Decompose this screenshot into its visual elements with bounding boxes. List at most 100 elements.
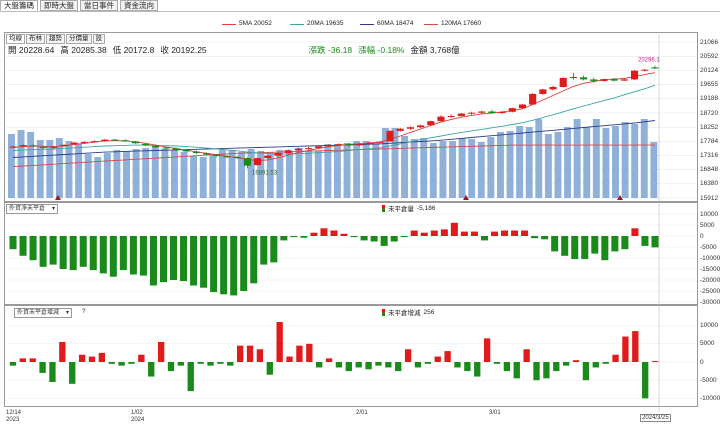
mode-volume-profile-button[interactable]: 分價量 [66, 34, 92, 44]
oi-change-bar [404, 349, 412, 362]
net-oi-bar [460, 231, 468, 236]
candle-body [294, 148, 302, 151]
pct-label: 漲幅 [358, 45, 376, 55]
net-oi-bar [541, 236, 549, 240]
volume-bar [592, 119, 600, 198]
net-oi-bar [440, 229, 448, 236]
high-value: 20285.38 [71, 45, 107, 55]
candle-body [590, 79, 598, 81]
net-oi-axis-tick: -30000 [700, 298, 720, 306]
candle-body [396, 128, 404, 131]
volume-bar [429, 143, 437, 198]
event-marker-icon [463, 195, 469, 200]
help-icon[interactable]: ? [82, 308, 86, 315]
net-oi-bar [621, 236, 629, 250]
candle-body [518, 104, 527, 109]
net-oi-bar [109, 236, 117, 277]
candle-body [9, 146, 17, 148]
oi-change-bar [651, 361, 659, 363]
settings-button[interactable]: 設 [92, 34, 105, 44]
volume-bar [650, 142, 658, 198]
net-oi-bar [651, 236, 659, 248]
mode-bollinger-button[interactable]: 布林 [26, 34, 45, 44]
net-oi-bar [190, 236, 198, 286]
candle-body [437, 116, 445, 122]
mode-ma-button[interactable]: 均線 [6, 34, 25, 44]
volume-bar [372, 143, 380, 198]
volume-bar [621, 122, 629, 198]
oi-change-bar [177, 362, 185, 366]
tab-market-chips[interactable]: 大盤籌碼 [0, 0, 38, 11]
oi-change-bar [128, 362, 135, 364]
ma20-swatch [290, 23, 304, 25]
x-label-0201: 2/01 [356, 410, 368, 417]
net-oi-bar [581, 236, 589, 260]
change-label: 漲跌 [308, 45, 326, 55]
oi-change-bar [296, 345, 303, 362]
oi-change-bar [49, 362, 56, 382]
oi-change-bar [59, 342, 66, 362]
net-oi-bar [280, 236, 288, 241]
oi-change-axis-tick: 10000 [700, 322, 719, 330]
legend-ma120-label: 120MA 17660 [441, 20, 482, 27]
oi-change-bar [533, 362, 540, 381]
legend-ma120: 120MA 17660 [424, 20, 481, 28]
oi-change-selector[interactable]: 外資未平倉增減 [14, 308, 73, 318]
volume-bar [113, 150, 121, 198]
x-label-top: 3/01 [489, 410, 501, 416]
net-oi-bar [430, 230, 438, 236]
net-oi-bar [270, 236, 278, 263]
candle-body [284, 150, 292, 153]
oi-change-bar [582, 362, 590, 381]
oi-change-axis-tick: 5000 [700, 340, 715, 348]
volume-bar [564, 127, 572, 198]
net-oi-bar [360, 236, 368, 241]
net-oi-bar [591, 236, 599, 254]
tab-fund-flow[interactable]: 資金流向 [120, 0, 158, 11]
legend-ma60: 60MA 18474 [360, 20, 414, 28]
oi-change-bar [316, 362, 323, 368]
volume-bar [314, 151, 322, 198]
oi-change-bar [632, 331, 639, 362]
net-oi-bar [551, 236, 559, 252]
net-oi-bar [631, 228, 639, 236]
net-oi-bar [119, 236, 127, 271]
volume-bar [238, 152, 246, 198]
oi-change-bar [167, 362, 175, 372]
volume-bar [381, 128, 389, 198]
oi-change-bar [187, 362, 194, 392]
candle-body [417, 125, 425, 128]
oi-change-bar [622, 336, 629, 362]
oi-change-bar [256, 349, 264, 362]
tab-realtime-market[interactable]: 即時大盤 [40, 0, 78, 11]
mode-trend-button[interactable]: 趨勢 [46, 34, 65, 44]
quote-high: 高 20285.38 [60, 44, 106, 56]
net-oi-axis-tick: -10000 [700, 254, 720, 262]
oi-change-bar [276, 322, 283, 362]
candle-body [70, 142, 78, 145]
net-oi-bar [571, 236, 579, 260]
oi-change-bar [325, 358, 333, 362]
volume-bar [65, 141, 73, 198]
net-oi-bar [169, 236, 178, 280]
tab-divider [0, 11, 720, 12]
tab-daily-events[interactable]: 當日事件 [80, 0, 118, 11]
price-axis-tick: 16848 [700, 166, 719, 174]
oi-change-value: 256 [423, 308, 435, 316]
net-oi-bar [531, 236, 539, 239]
volume-bar [276, 150, 284, 198]
candle-body [366, 142, 374, 145]
volume-bar [497, 132, 504, 198]
net-oi-bar [400, 236, 408, 238]
net-oi-bar [159, 236, 167, 283]
net-oi-selector[interactable]: 外資淨未平倉 [6, 204, 59, 214]
net-oi-axis-tick: -5000 [700, 243, 717, 251]
candle-body [101, 139, 109, 141]
candle-body [559, 77, 567, 87]
legend-ma20: 20MA 19635 [290, 20, 344, 28]
oi-change-bar [98, 352, 106, 362]
volume-bar [199, 157, 207, 198]
net-oi-bar [39, 236, 47, 267]
candle-body [539, 89, 547, 94]
candle-body [40, 146, 48, 148]
